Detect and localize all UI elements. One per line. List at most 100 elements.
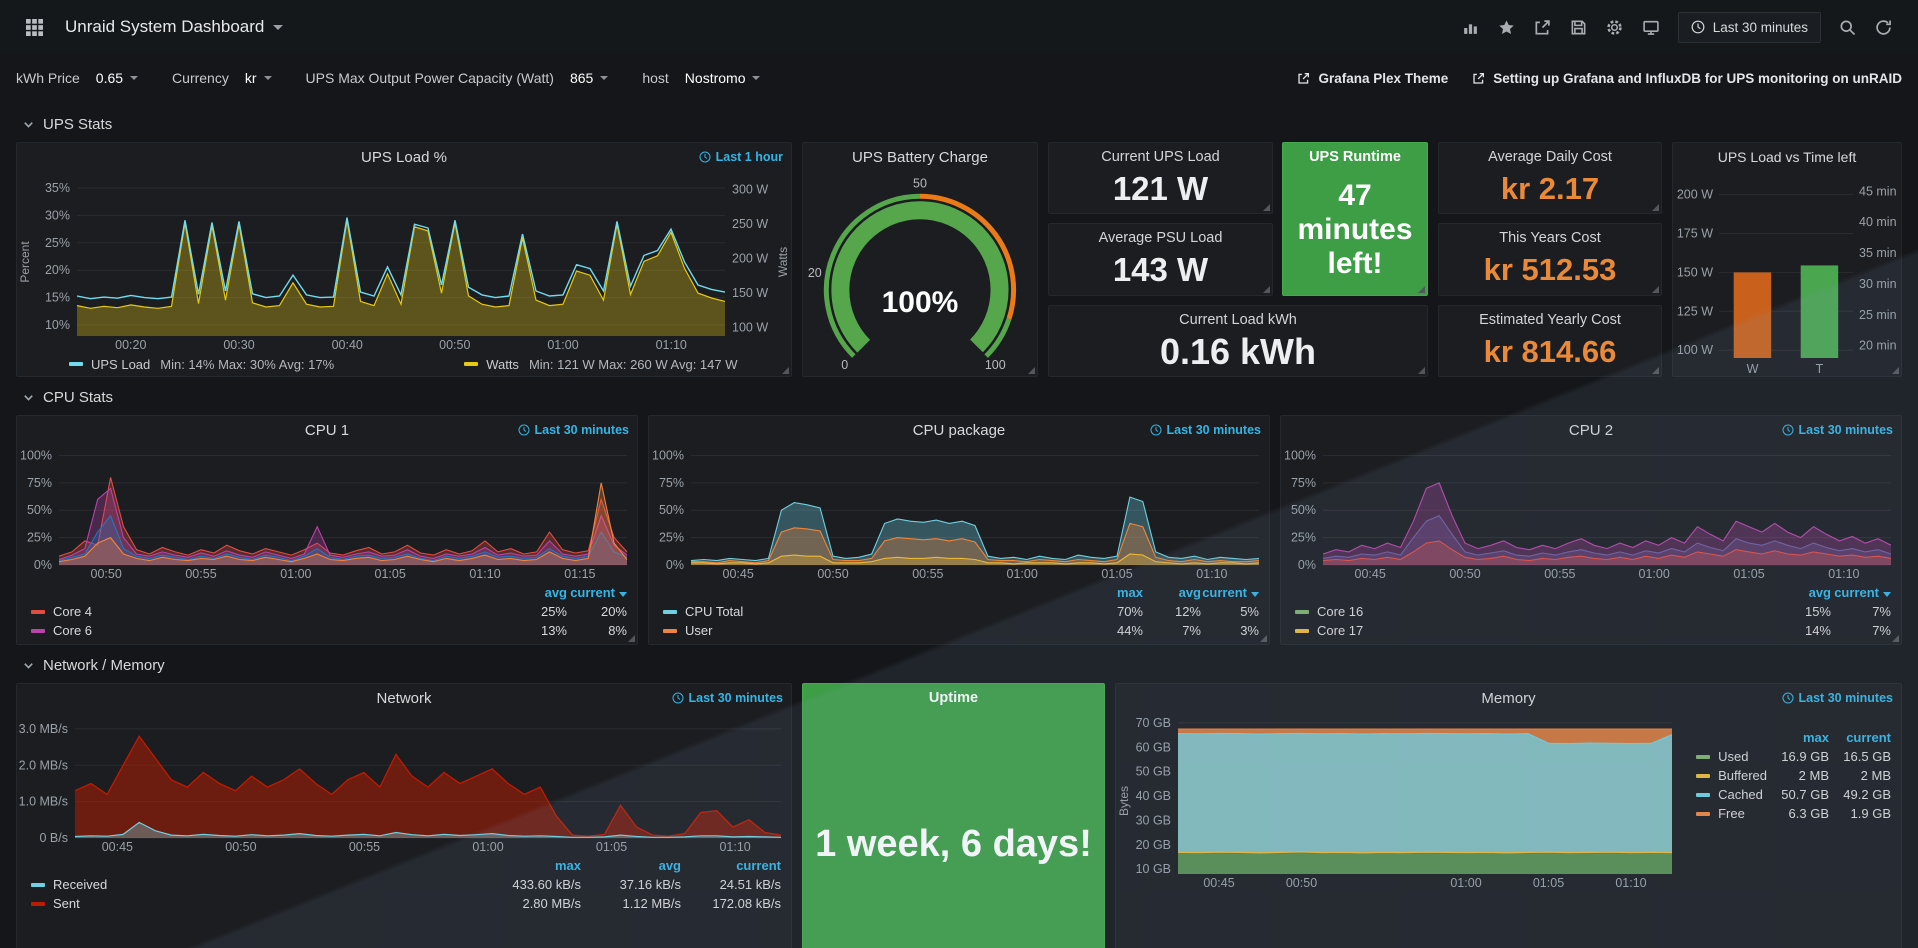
panel-network: Network Last 30 minutes 0 B/s 1.0 MB/s 2.0… (16, 683, 792, 948)
panel-title[interactable]: UPS Battery Charge (852, 148, 988, 166)
legend-series-free[interactable]: Free (1696, 804, 1767, 823)
legend-value: 2 MB (1860, 768, 1891, 783)
grafana-menu-icon[interactable] (18, 11, 51, 44)
series-line-received (74, 821, 782, 838)
panel-title[interactable]: UPS Runtime (1309, 149, 1401, 165)
legend-series-core-4[interactable]: Core 4 (31, 602, 507, 621)
cycle-view-monitor-icon[interactable] (1634, 11, 1668, 44)
panel-average-psu-load: Average PSU Load 143 W (1048, 223, 1273, 296)
time-range-picker[interactable]: Last 30 minutes (1677, 11, 1821, 43)
variable-value-dropdown[interactable]: Nostromo (679, 66, 767, 90)
panel-title[interactable]: Memory (1481, 689, 1536, 707)
y-axis-tick: 15% (45, 291, 70, 305)
legend-series-buffered[interactable]: Buffered (1696, 766, 1767, 785)
battery-charge-gauge[interactable]: 0 20 50 100 100% (803, 171, 1037, 376)
zoom-out-search-icon[interactable] (1831, 11, 1864, 44)
bar-label: W (1747, 362, 1759, 376)
time-override-label: Last 30 minutes (1166, 423, 1261, 437)
legend-series-cached[interactable]: Cached (1696, 785, 1767, 804)
variable-value-dropdown[interactable]: kr (239, 66, 278, 90)
legend-swatch (1696, 792, 1711, 797)
panel-title[interactable]: Current Load kWh (1179, 311, 1297, 328)
legend-swatch (31, 628, 45, 633)
legend-series-core-6[interactable]: Core 6 (31, 621, 507, 640)
y-axis-label-left: Bytes (1117, 785, 1131, 817)
variable-value-dropdown[interactable]: 865 (564, 66, 614, 90)
legend-value: 15% (1804, 604, 1831, 619)
panel-title[interactable]: CPU 2 (1568, 421, 1614, 439)
variable-value-dropdown[interactable]: 0.65 (90, 66, 144, 90)
legend-sort-avg[interactable]: avg (544, 585, 567, 600)
legend-sort-current[interactable]: current (1846, 730, 1891, 745)
panel-title[interactable]: Network (376, 689, 432, 707)
y-axis-tick: 200 W (1677, 188, 1713, 202)
legend-series-watts[interactable]: Watts Min: 121 W Max: 260 W Avg: 147 W (464, 357, 738, 372)
x-axis-tick: 01:00 (1007, 567, 1038, 581)
panel-cpu-1: CPU 1 Last 30 minutes 0% 25% 50% 75% 100% 00:… (16, 415, 638, 645)
legend-series-ups-load[interactable]: UPS Load Min: 14% Max: 30% Avg: 17% (69, 357, 334, 372)
dashboard-link-setting-up-grafana-and-influ[interactable]: Setting up Grafana and InfluxDB for UPS … (1472, 71, 1902, 86)
legend-sort-current[interactable]: current (567, 583, 627, 602)
panel-title[interactable]: UPS Load % (361, 148, 447, 166)
series-area-used-top (1178, 852, 1672, 874)
dashboard-title-picker[interactable]: Unraid System Dashboard (65, 17, 284, 37)
ups-load-chart[interactable]: 10% 15% 20% 25% 30% 35% 100 W 150 W 200 W 250 W 30… (33, 171, 775, 352)
legend-sort-max[interactable]: max (554, 858, 581, 873)
legend-sort-current[interactable]: current (1831, 583, 1891, 602)
series-line-system (691, 553, 1260, 565)
legend-series-core-17[interactable]: Core 17 (1295, 621, 1771, 640)
cpu-package-chart[interactable]: 0% 25% 50% 75% 100% 00:45 00:50 00:55 01:00 01:05… (649, 444, 1269, 581)
legend-sort-avg[interactable]: avg (658, 858, 681, 873)
save-icon[interactable] (1562, 11, 1595, 44)
cpu2-chart[interactable]: 0% 25% 50% 75% 100% 00:45 00:50 00:55 01:00 01:05… (1281, 444, 1901, 581)
panel-title[interactable]: This Years Cost (1499, 230, 1601, 247)
cpu1-chart[interactable]: 0% 25% 50% 75% 100% 00:50 00:55 01:00 01:05 01:10… (17, 444, 637, 581)
refresh-icon[interactable] (1867, 11, 1900, 44)
legend-sort-avg[interactable]: avg (1808, 585, 1831, 600)
add-panel-icon[interactable] (1454, 11, 1487, 44)
panel-title[interactable]: Average Daily Cost (1488, 149, 1612, 165)
x-axis-tick: 01:00 (472, 840, 503, 854)
legend-value: 37.16 kB/s (619, 877, 681, 892)
legend-sort-avg[interactable]: avg (1178, 585, 1201, 600)
series-line-core-q (1322, 515, 1892, 559)
legend-sort-max[interactable]: max (1802, 730, 1829, 745)
network-chart[interactable]: 0 B/s 1.0 MB/s 2.0 MB/s 3.0 MB/s 00:45 00:50 0… (17, 712, 791, 854)
share-icon[interactable] (1526, 11, 1559, 44)
panel-header: UPS Battery Charge (803, 143, 1037, 171)
panel-title[interactable]: Uptime (928, 690, 979, 706)
panel-title[interactable]: UPS Load vs Time left (1717, 149, 1857, 165)
dashboard-row-cpu: CPU 1 Last 30 minutes 0% 25% 50% 75% 100% 00:… (16, 415, 1902, 645)
ups-load-time-left-bar-chart[interactable]: 100 W 125 W 150 W 175 W 200 W 20 min 25 min 30 … (1673, 171, 1901, 376)
panel-title[interactable]: Current UPS Load (1101, 149, 1220, 165)
legend-value: 2 MB (1798, 768, 1829, 783)
legend-series-received[interactable]: Received (31, 875, 481, 894)
navbar-left: Unraid System Dashboard (18, 11, 284, 44)
y-axis-tick: 30% (45, 208, 70, 222)
memory-chart[interactable]: 10 GB 20 GB 30 GB 40 GB 50 GB 60 GB 70 GB 00:45… (1132, 712, 1682, 890)
legend-series-sent[interactable]: Sent (31, 894, 481, 913)
legend-series-name: User (685, 623, 713, 638)
legend-header-spacer (31, 856, 481, 875)
legend-series-used[interactable]: Used (1696, 747, 1767, 766)
x-axis-tick: 01:05 (375, 567, 406, 581)
legend-series-cpu-total[interactable]: CPU Total (663, 602, 1085, 621)
legend-sort-current[interactable]: current (736, 858, 781, 873)
dashboard-body: UPS Stats UPS Load % Last 1 hour Percent… (0, 96, 1918, 948)
legend-sort-max[interactable]: max (1116, 585, 1143, 600)
section-header-cpu-stats[interactable]: CPU Stats (22, 389, 1898, 406)
gear-icon[interactable] (1598, 11, 1631, 44)
panel-title[interactable]: CPU 1 (304, 421, 350, 439)
dashboard-link-grafana-plex-theme[interactable]: Grafana Plex Theme (1297, 71, 1448, 86)
section-header-network-memory[interactable]: Network / Memory (22, 657, 1898, 674)
panel-title[interactable]: CPU package (912, 421, 1006, 439)
star-icon[interactable] (1490, 11, 1523, 44)
x-axis-tick: 01:00 (1450, 876, 1481, 890)
legend-series-name: Free (1718, 806, 1745, 821)
legend-series-core-16[interactable]: Core 16 (1295, 602, 1771, 621)
legend-series-user[interactable]: User (663, 621, 1085, 640)
panel-title[interactable]: Estimated Yearly Cost (1479, 311, 1621, 328)
section-header-ups-stats[interactable]: UPS Stats (22, 116, 1898, 133)
panel-title[interactable]: Average PSU Load (1098, 230, 1223, 247)
legend-sort-current[interactable]: current (1201, 583, 1259, 602)
